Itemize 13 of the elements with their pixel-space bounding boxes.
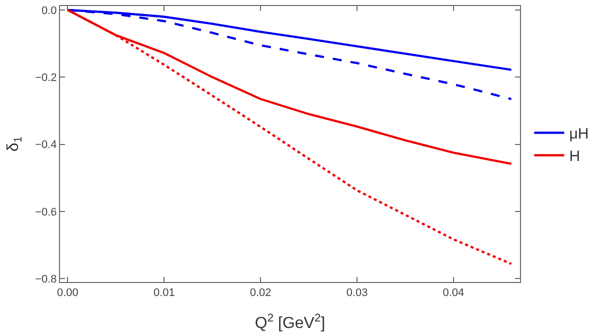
x-tick-label: 0.01: [153, 287, 175, 300]
x-tick-label: 0.03: [346, 287, 368, 300]
y-tick-label: 0.0: [42, 4, 57, 17]
y-tick-label: −0.6: [35, 206, 57, 218]
x-tick-label: 0.00: [57, 287, 78, 300]
y-tick-label: −0.2: [35, 72, 57, 84]
x-tick-label: 0.04: [442, 287, 464, 300]
legend-label: μH: [569, 126, 589, 143]
x-tick-label: 0.02: [250, 287, 272, 300]
y-tick-label: −0.4: [35, 139, 57, 152]
y-tick-label: −0.8: [35, 273, 57, 286]
x-axis-title: Q$^{2}$ [GeV$^{2}$]: [254, 312, 326, 332]
legend-label: H: [569, 148, 580, 166]
